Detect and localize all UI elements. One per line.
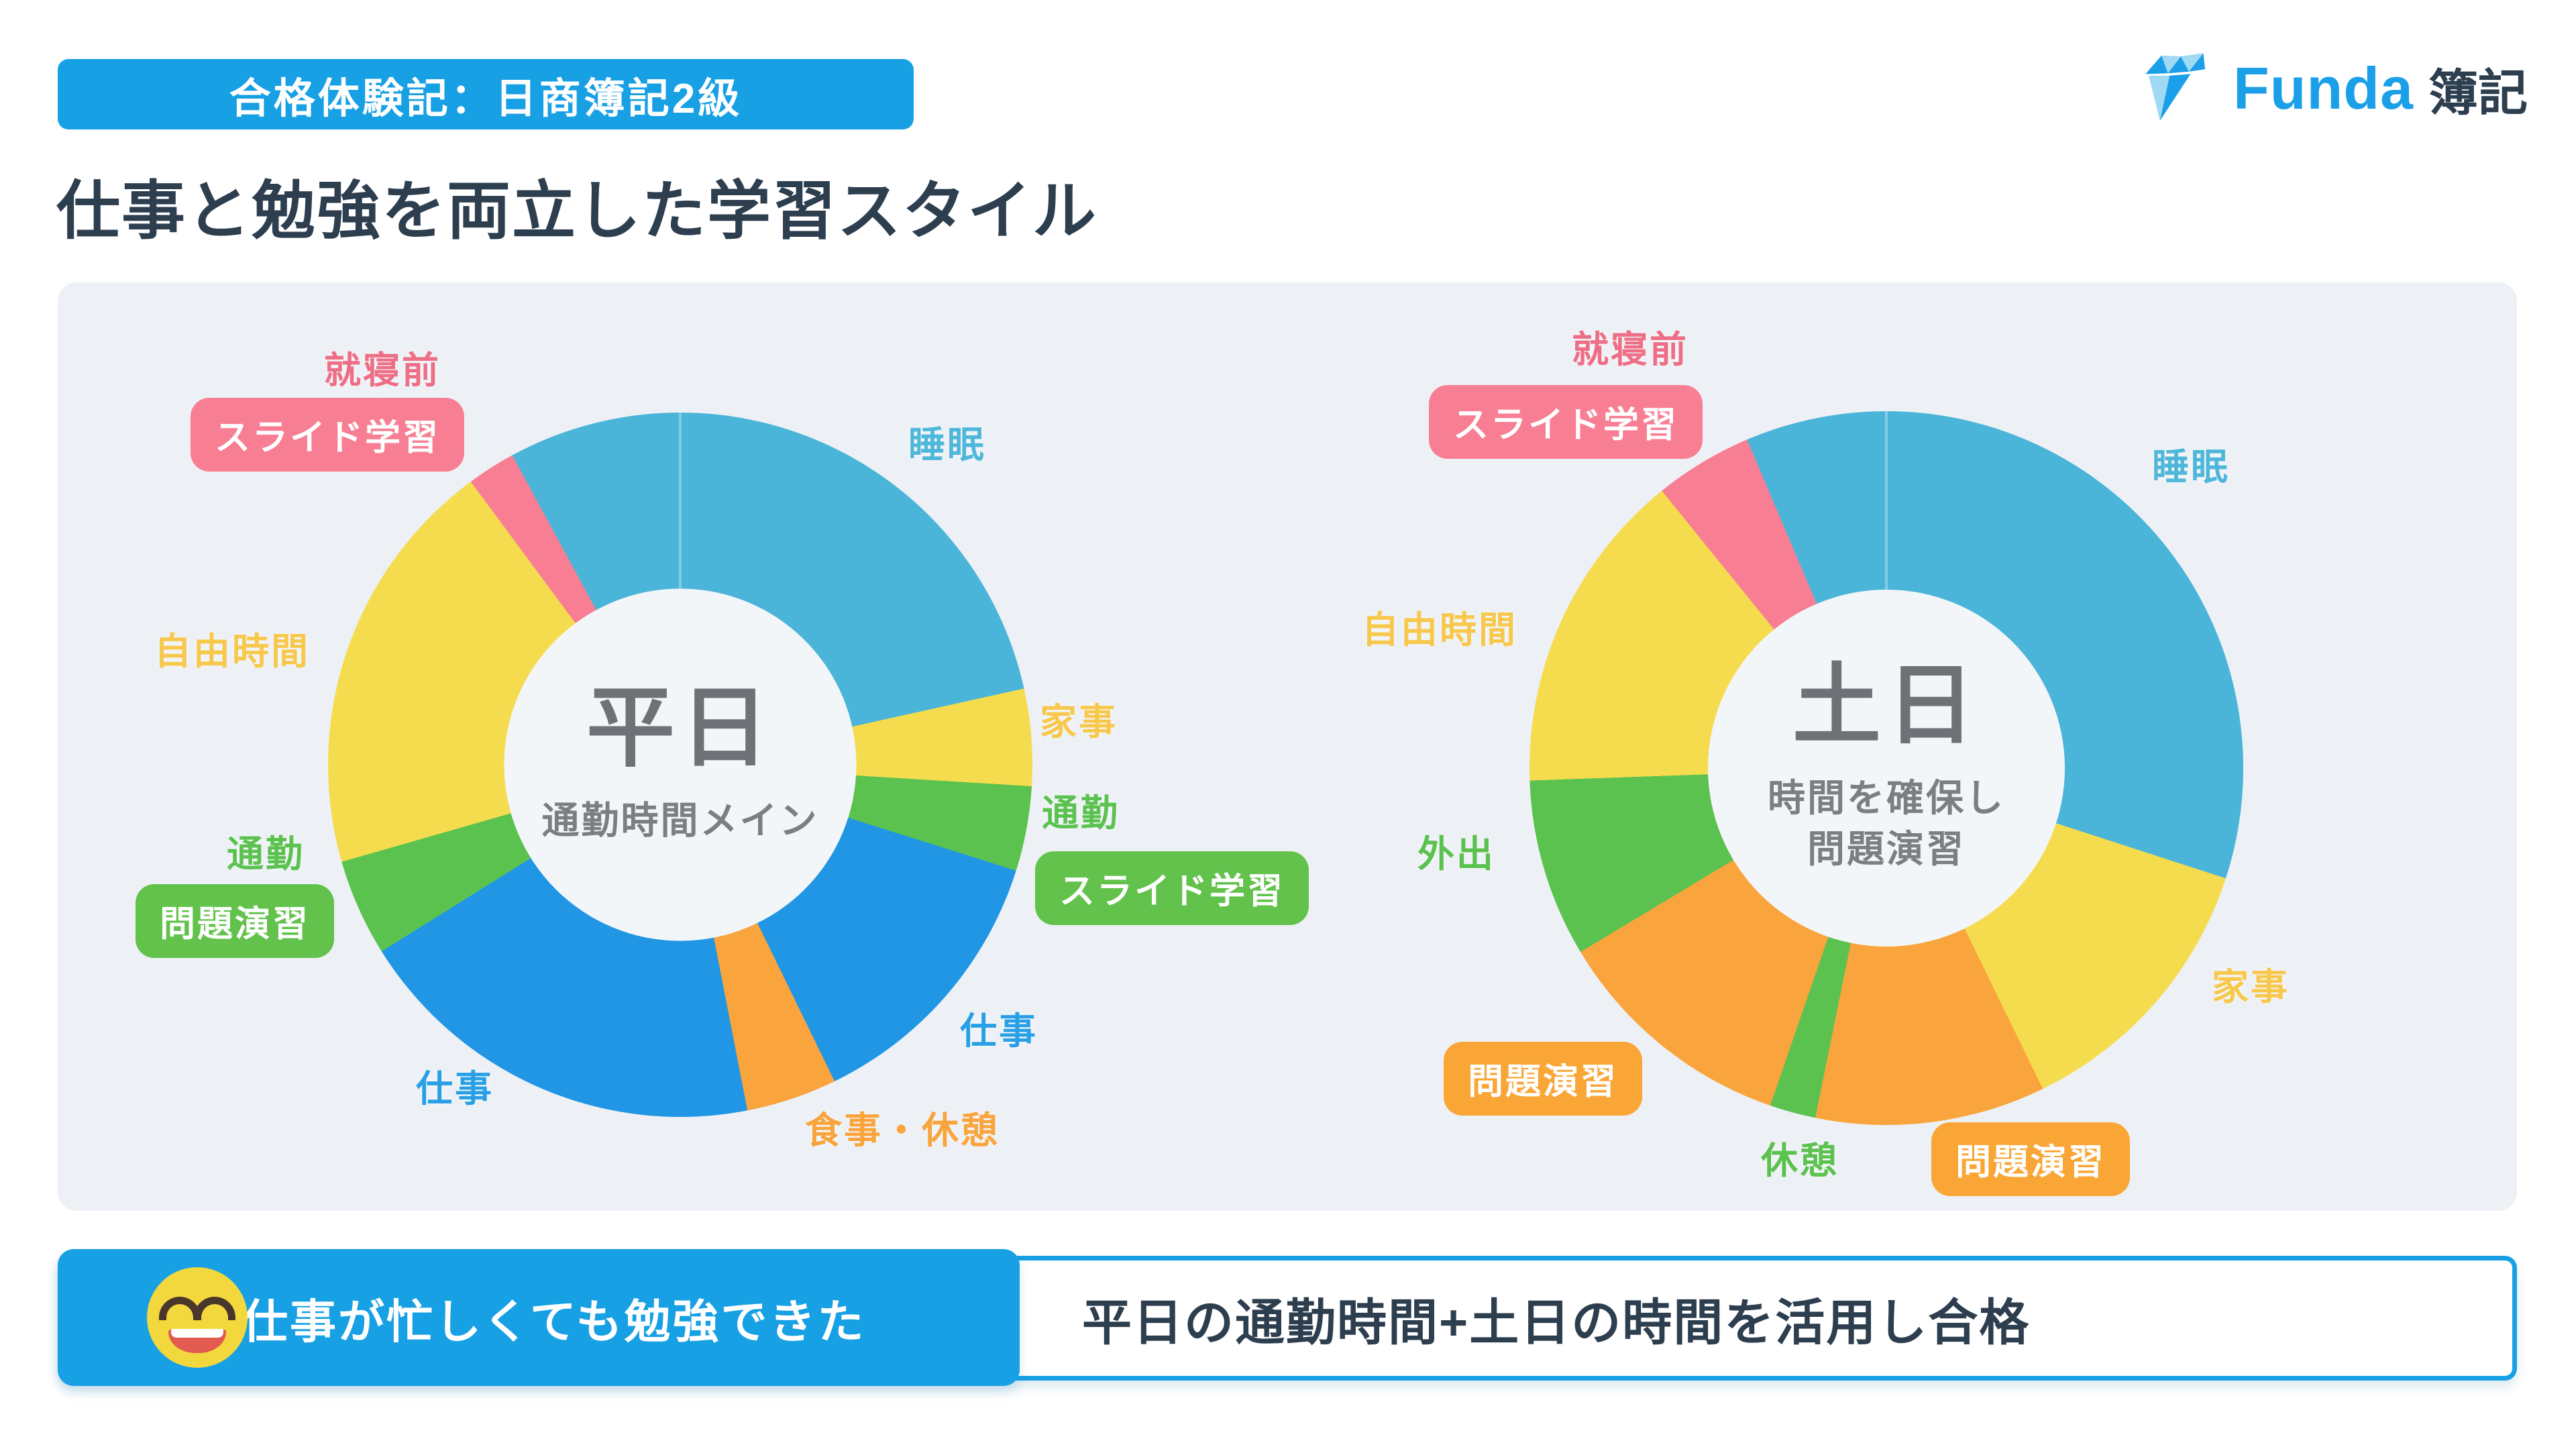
result-note-text: 平日の通勤時間+土日の時間を活用し合格	[1082, 1294, 2031, 1350]
slice-label: 休憩	[1760, 1140, 1839, 1181]
slice-label: 睡眠	[908, 424, 987, 466]
slice-badge: スライド学習	[1035, 851, 1309, 925]
page-title: 仕事と勉強を両立した学習スタイル	[56, 176, 1098, 247]
slice-badge: 問題演習	[1444, 1042, 1642, 1116]
slice-label: 就寝前	[1571, 329, 1689, 370]
funda-logo-mark-icon	[2141, 48, 2221, 129]
header-badge: 合格体験記：日商簿記2級	[58, 59, 914, 129]
donut-chart-weekday: 平日 通勤時間メイン	[328, 413, 1032, 1117]
slice-label: 自由時間	[1361, 609, 1518, 651]
donut-center-title: 土日	[1792, 656, 1980, 755]
donut-center-subtitle: 通勤時間メイン	[541, 799, 819, 842]
emoji-teeth	[171, 1329, 223, 1338]
donut-center-subtitle: 時間を確保し 問題演習	[1768, 777, 2005, 870]
donut-center-weekday: 平日 通勤時間メイン	[504, 588, 857, 941]
slice-label: 仕事	[415, 1068, 494, 1110]
smiling-face-emoji-icon	[147, 1267, 248, 1368]
donut-center-title: 平日	[586, 678, 774, 777]
slice-label: 家事	[2211, 966, 2290, 1008]
slice-label: 外出	[1417, 833, 1496, 875]
slice-badge: スライド学習	[191, 398, 464, 472]
funda-logo: Funda 簿記	[2141, 48, 2528, 129]
slice-badge: スライド学習	[1429, 385, 1703, 459]
emoji-mouth	[168, 1329, 226, 1353]
slice-label: 通勤	[226, 833, 305, 875]
donut-seam-line	[1885, 411, 1888, 597]
donut-chart-weekend: 土日時間を確保し 問題演習	[1529, 411, 2243, 1125]
emoji-right-eye	[194, 1297, 235, 1320]
charts-panel: 平日 通勤時間メイン 就寝前 スライド学習 睡眠 家事 通勤 スライド学習 仕事 食事・休憩 仕事問…	[58, 282, 2517, 1211]
conclusion-banner: 仕事が忙しくても勉強できた	[58, 1249, 1020, 1386]
slice-badge: 問題演習	[1931, 1122, 2130, 1196]
slice-label: 仕事	[959, 1010, 1038, 1052]
slice-label: 自由時間	[154, 631, 311, 672]
conclusion-text: 仕事が忙しくても勉強できた	[241, 1296, 866, 1348]
logo-suffix-text: 簿記	[2428, 64, 2528, 121]
slice-label: 通勤	[1041, 792, 1120, 834]
donut-center-weekend: 土日時間を確保し 問題演習	[1708, 590, 2065, 947]
logo-brand-text: Funda	[2233, 55, 2414, 121]
slice-badge: 問題演習	[136, 884, 334, 958]
slice-label: 食事・休憩	[804, 1110, 1000, 1151]
slice-label: 家事	[1039, 701, 1118, 743]
slice-label: 就寝前	[323, 350, 441, 391]
slice-label: 睡眠	[2151, 446, 2231, 488]
header-badge-label: 合格体験記：日商簿記2級	[229, 75, 743, 122]
donut-seam-line	[679, 413, 682, 596]
